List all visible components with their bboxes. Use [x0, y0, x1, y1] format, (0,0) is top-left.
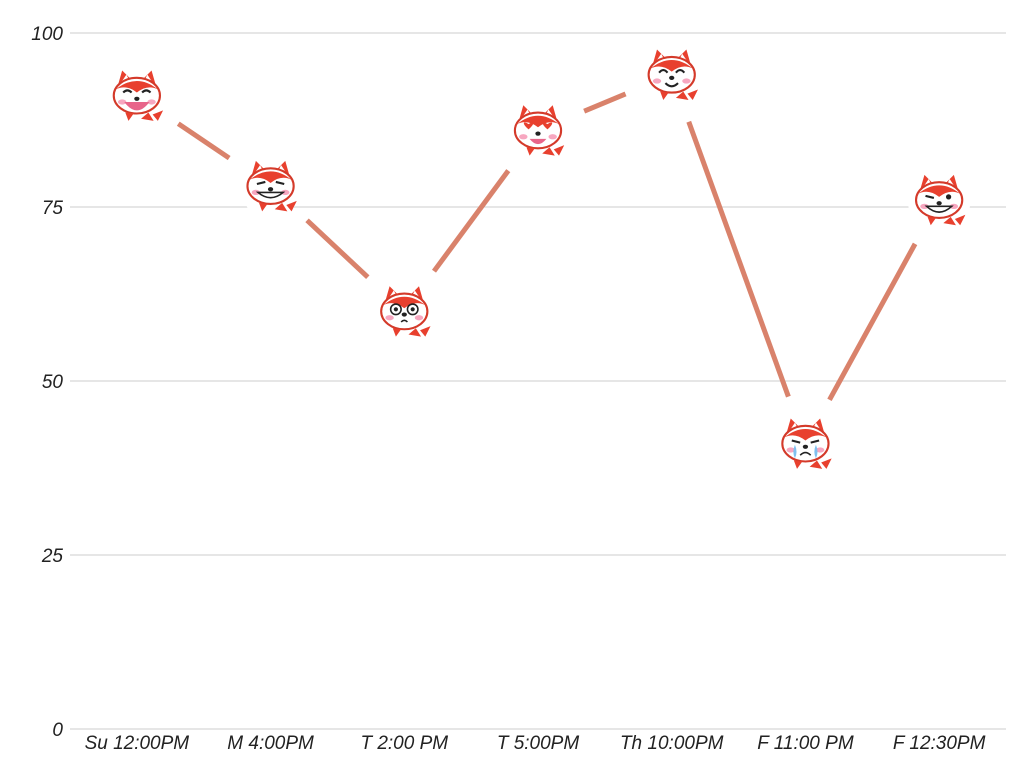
series-line-segment [686, 120, 791, 398]
series-line-segment [176, 121, 231, 161]
happy-fox-icon [640, 43, 704, 107]
y-tick-label: 25 [41, 546, 64, 567]
grid-lines [70, 32, 1006, 730]
surprised-fox-icon [372, 279, 436, 343]
x-tick-label: M 4:00PM [227, 733, 314, 754]
y-tick-label: 50 [42, 372, 64, 393]
data-point-markers [105, 43, 971, 476]
series-line-segment [431, 169, 511, 273]
x-tick-label: Su 12:00PM [85, 733, 190, 754]
grinning-fox-icon [239, 154, 303, 218]
series-line-segment [827, 242, 918, 402]
series-line-segment [583, 91, 627, 114]
x-axis-tick-labels: Su 12:00PM M 4:00PM T 2:00 PM T 5:00PM Th 10… [85, 733, 986, 754]
y-tick-label: 100 [31, 24, 63, 45]
laughing-fox-icon [105, 64, 169, 128]
winking-fox-icon [907, 168, 971, 232]
y-axis-tick-labels: 0 25 50 75 100 [31, 24, 63, 741]
series-line-segment [305, 218, 370, 280]
y-tick-label: 0 [52, 720, 63, 741]
x-tick-label: F 11:00 PM [757, 733, 854, 754]
x-tick-label: F 12:30PM [893, 733, 986, 754]
crying-fox-icon [773, 412, 837, 476]
y-tick-label: 75 [42, 198, 64, 219]
x-tick-label: T 5:00PM [497, 733, 580, 754]
x-tick-label: Th 10:00PM [620, 733, 724, 754]
series-line-group [176, 91, 918, 402]
heart-eyes-fox-icon [506, 98, 570, 162]
x-tick-label: T 2:00 PM [360, 733, 448, 754]
